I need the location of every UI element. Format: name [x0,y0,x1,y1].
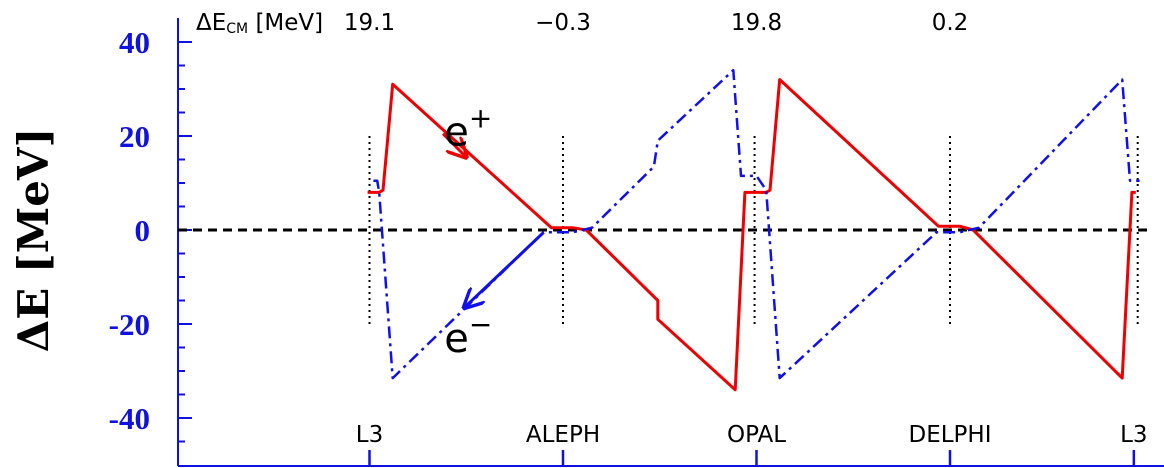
top-labels: ΔECM [MeV] 19.1 −0.3 19.8 0.2 [196,10,968,37]
beam-arrow [441,132,466,158]
y-tick-label: -20 [109,307,150,342]
y-axis-title: ΔE [MeV] [9,128,58,353]
ip-guide-lines [368,136,1139,324]
y-tick-label: 0 [135,213,151,248]
x-tick-label: OPAL [727,422,786,448]
x-tick-label: L3 [1120,422,1147,448]
x-tick-label: ALEPH [526,422,600,448]
top-value-label: 19.8 [731,10,782,36]
top-label-title: ΔECM [MeV] [196,10,323,37]
annotations: e+ e− [441,101,545,362]
top-value-label: −0.3 [535,10,591,36]
x-axis: L3 ALEPH OPAL DELPHI L3 [178,422,1164,467]
top-value-label: 19.1 [344,10,395,36]
y-tick-label: 20 [119,119,150,154]
top-value-label: 0.2 [932,10,969,36]
x-tick-label: L3 [356,422,383,448]
y-tick-label: -40 [109,401,150,436]
y-tick-label: 40 [119,25,150,60]
beam-arrow [464,231,545,307]
x-tick-label: DELPHI [908,422,991,448]
electron-label: e− [444,308,492,362]
positron-label: e+ [444,101,492,155]
y-axis: 40 20 0 -20 -40 [109,18,192,466]
series-line-positron [367,78,1136,392]
